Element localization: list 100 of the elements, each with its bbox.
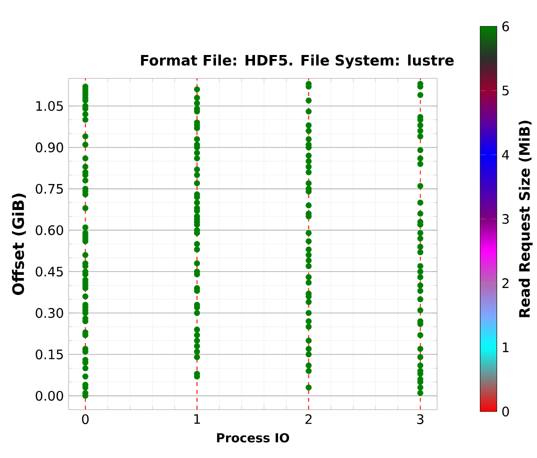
x-tick-label: 2 <box>305 414 312 424</box>
point <box>306 274 312 280</box>
point <box>82 224 88 231</box>
point <box>306 384 312 391</box>
point <box>417 268 424 275</box>
y-tick-label: 0.30 <box>36 308 64 318</box>
point <box>194 246 200 253</box>
point <box>194 260 200 267</box>
point <box>306 310 312 316</box>
point <box>306 169 312 176</box>
point <box>417 161 424 168</box>
point <box>82 374 88 380</box>
point <box>194 332 200 338</box>
point <box>82 164 88 170</box>
point <box>194 100 200 106</box>
color-bar-label: 3 <box>502 214 509 224</box>
point <box>194 326 200 333</box>
point <box>417 183 424 190</box>
x-axis-title: Process IO <box>217 433 290 443</box>
point <box>306 202 312 209</box>
x-tick-label: 0 <box>82 414 89 424</box>
y-tick-label: 0.45 <box>36 266 63 277</box>
point <box>306 258 312 264</box>
point <box>306 152 312 159</box>
point <box>417 122 424 129</box>
point <box>417 230 424 236</box>
y-tick-label: 0.15 <box>36 350 63 360</box>
point <box>306 318 312 324</box>
point <box>417 134 424 140</box>
color-bar-label: 6 <box>502 22 509 32</box>
point <box>82 134 88 140</box>
point <box>194 156 200 162</box>
point <box>417 346 424 352</box>
x-tick-label: 1 <box>194 414 200 424</box>
point <box>306 338 312 344</box>
point <box>82 252 88 258</box>
point <box>306 238 312 244</box>
point <box>417 236 424 242</box>
point <box>306 246 312 253</box>
point <box>417 274 424 280</box>
point <box>417 354 424 360</box>
point <box>417 282 424 289</box>
point <box>306 280 312 286</box>
point <box>194 86 200 93</box>
color-bar-label: 5 <box>502 86 509 96</box>
color-bar-label: 4 <box>502 150 510 160</box>
point <box>194 354 200 360</box>
point <box>306 164 312 170</box>
point <box>194 343 200 350</box>
point <box>194 310 200 316</box>
point <box>82 294 88 300</box>
point <box>194 200 200 206</box>
point <box>417 128 424 134</box>
point <box>306 352 312 358</box>
x-tick-label: 3 <box>417 414 424 424</box>
point <box>194 150 200 156</box>
color-bar-label: 1 <box>502 342 509 352</box>
point <box>306 362 312 369</box>
point <box>417 210 424 217</box>
point <box>306 299 312 306</box>
point <box>194 241 200 248</box>
point <box>194 172 200 178</box>
y-tick-label: 0.90 <box>36 142 64 153</box>
point <box>417 263 424 270</box>
point <box>306 98 312 104</box>
point <box>417 147 424 154</box>
point <box>82 142 88 148</box>
point <box>306 252 312 258</box>
point <box>417 390 424 396</box>
point <box>417 332 424 338</box>
point <box>194 348 200 355</box>
point <box>306 263 312 270</box>
point <box>82 156 88 162</box>
point <box>417 156 424 162</box>
chart-title: Format File: HDF5. File System: lustre <box>141 54 454 69</box>
y-tick-label: 1.05 <box>36 101 63 112</box>
point <box>306 230 312 236</box>
color-bar-label: 0 <box>502 406 509 417</box>
point <box>82 178 88 184</box>
point <box>82 205 88 212</box>
point <box>306 158 312 164</box>
y-tick-label: 0.75 <box>36 184 63 194</box>
y-axis-title: Offset (GiB) <box>12 194 26 296</box>
point <box>194 338 200 344</box>
point <box>417 384 424 391</box>
point <box>194 136 200 142</box>
point <box>306 136 312 142</box>
point <box>417 244 424 250</box>
point <box>306 180 312 186</box>
color-bar-title: Read Request Size (MiB) <box>518 120 533 318</box>
point <box>417 307 424 314</box>
point <box>194 166 200 173</box>
point <box>306 368 312 374</box>
point <box>82 116 88 123</box>
point <box>194 94 200 101</box>
point <box>417 288 424 294</box>
point <box>417 296 424 302</box>
point <box>417 200 424 206</box>
point <box>306 324 312 330</box>
point <box>306 128 312 134</box>
